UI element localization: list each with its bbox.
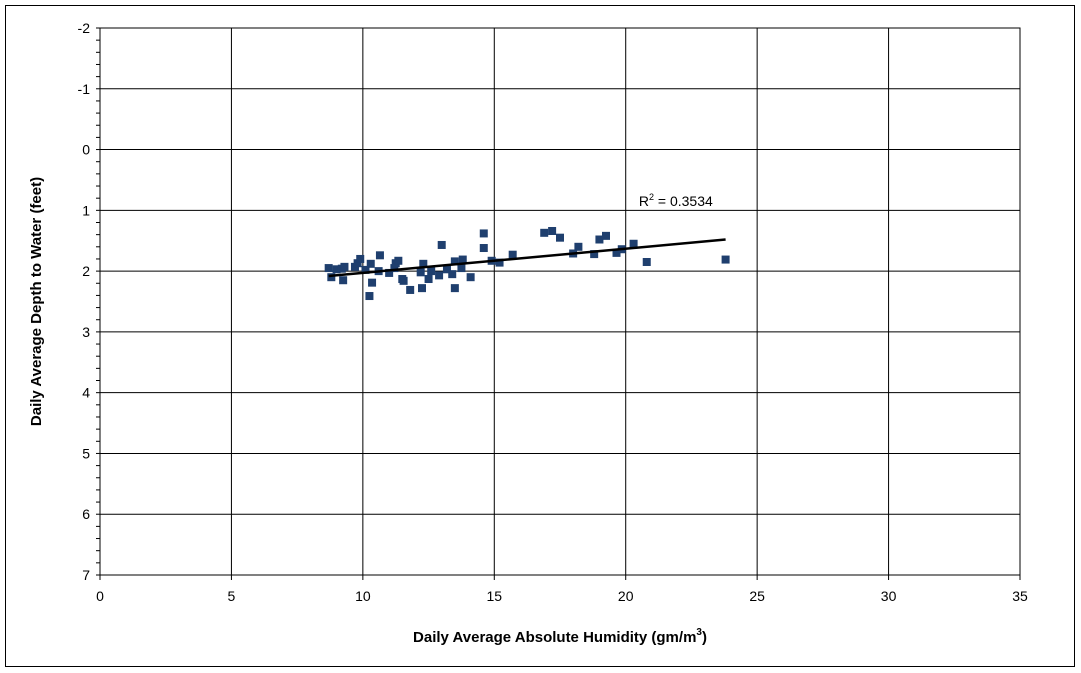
x-tick-labels: 0 5 10 15 20 25 30 35 (96, 588, 1028, 604)
x-axis-title: Daily Average Absolute Humidity (gm/m3) (413, 627, 707, 646)
data-point (556, 233, 564, 242)
data-point (574, 242, 583, 251)
data-point (590, 250, 599, 259)
data-point (353, 259, 362, 268)
y-tick-label: 4 (82, 385, 90, 401)
data-point (427, 267, 436, 276)
data-point (340, 262, 349, 271)
x-axis-title-close: ) (702, 629, 707, 646)
data-point (540, 228, 549, 237)
x-tick-label: 10 (355, 588, 371, 604)
r2-label-rest: = 0.3534 (654, 193, 713, 209)
data-point (435, 271, 444, 280)
data-point (548, 226, 557, 235)
data-point (437, 240, 446, 249)
y-tick-label: 1 (82, 202, 90, 218)
data-point (495, 258, 504, 267)
data-point (385, 268, 394, 277)
x-axis-title-main: Daily Average Absolute Humidity (gm/m (413, 629, 696, 646)
data-point (721, 255, 730, 264)
x-axis-title-sup: 3 (696, 627, 702, 638)
x-tick-label: 20 (618, 588, 634, 604)
data-point (361, 265, 370, 274)
data-point (479, 244, 488, 253)
data-point (629, 239, 638, 248)
grid (99, 27, 1021, 576)
data-point (448, 270, 457, 279)
r-squared-label: R2 = 0.3534 (639, 192, 713, 209)
data-point (327, 273, 336, 282)
data-point (595, 235, 604, 244)
y-tick-label: 6 (82, 506, 90, 522)
data-point (366, 259, 375, 268)
x-tick-label: 30 (881, 588, 897, 604)
data-point (602, 231, 610, 240)
x-tick-label: 15 (486, 588, 502, 604)
y-tick-label: -2 (78, 20, 91, 36)
r2-label-sup: 2 (649, 192, 654, 202)
data-point (479, 229, 488, 238)
x-tick-label: 5 (228, 588, 236, 604)
data-point (339, 276, 348, 285)
y-tick-label: 7 (82, 567, 90, 583)
data-points (324, 226, 730, 301)
data-point (356, 254, 365, 263)
data-point (424, 275, 433, 284)
data-point (390, 264, 399, 273)
data-point (612, 248, 621, 257)
data-point (508, 250, 517, 259)
x-tick-label: 0 (96, 588, 104, 604)
y-tick-label: 0 (82, 142, 90, 158)
data-point (450, 257, 459, 266)
data-point (416, 268, 425, 277)
x-tick-label: 35 (1012, 588, 1028, 604)
x-tick-label: 25 (749, 588, 765, 604)
data-point (442, 265, 451, 274)
y-tick-label: -1 (78, 81, 91, 97)
data-point (418, 284, 426, 293)
data-point (466, 273, 475, 282)
data-point (642, 257, 651, 266)
y-axis-title: Daily Average Depth to Water (feet) (28, 177, 45, 426)
trendline (328, 238, 726, 278)
data-point (450, 284, 459, 293)
data-point (419, 259, 428, 268)
minor-ticks (96, 27, 1021, 580)
data-point (365, 292, 374, 301)
data-point (394, 256, 403, 265)
data-point (457, 264, 466, 273)
data-point (399, 276, 408, 285)
y-tick-label: 5 (82, 445, 90, 461)
y-tick-label: 2 (82, 263, 90, 279)
r2-label-main: R (639, 193, 649, 209)
plot-area (99, 27, 1021, 576)
y-tick-labels: -2 -1 0 1 2 3 4 5 6 7 (78, 20, 91, 583)
y-tick-label: 3 (82, 324, 90, 340)
data-point (375, 251, 384, 260)
data-point (324, 264, 333, 273)
data-point (368, 278, 377, 287)
chart-frame: 0 5 10 15 20 25 30 35 -2 -1 0 1 2 3 4 5 6 7 R2 = 0.3534 … (5, 5, 1075, 667)
data-point (406, 285, 415, 294)
data-point (332, 265, 341, 274)
data-point (458, 255, 467, 264)
